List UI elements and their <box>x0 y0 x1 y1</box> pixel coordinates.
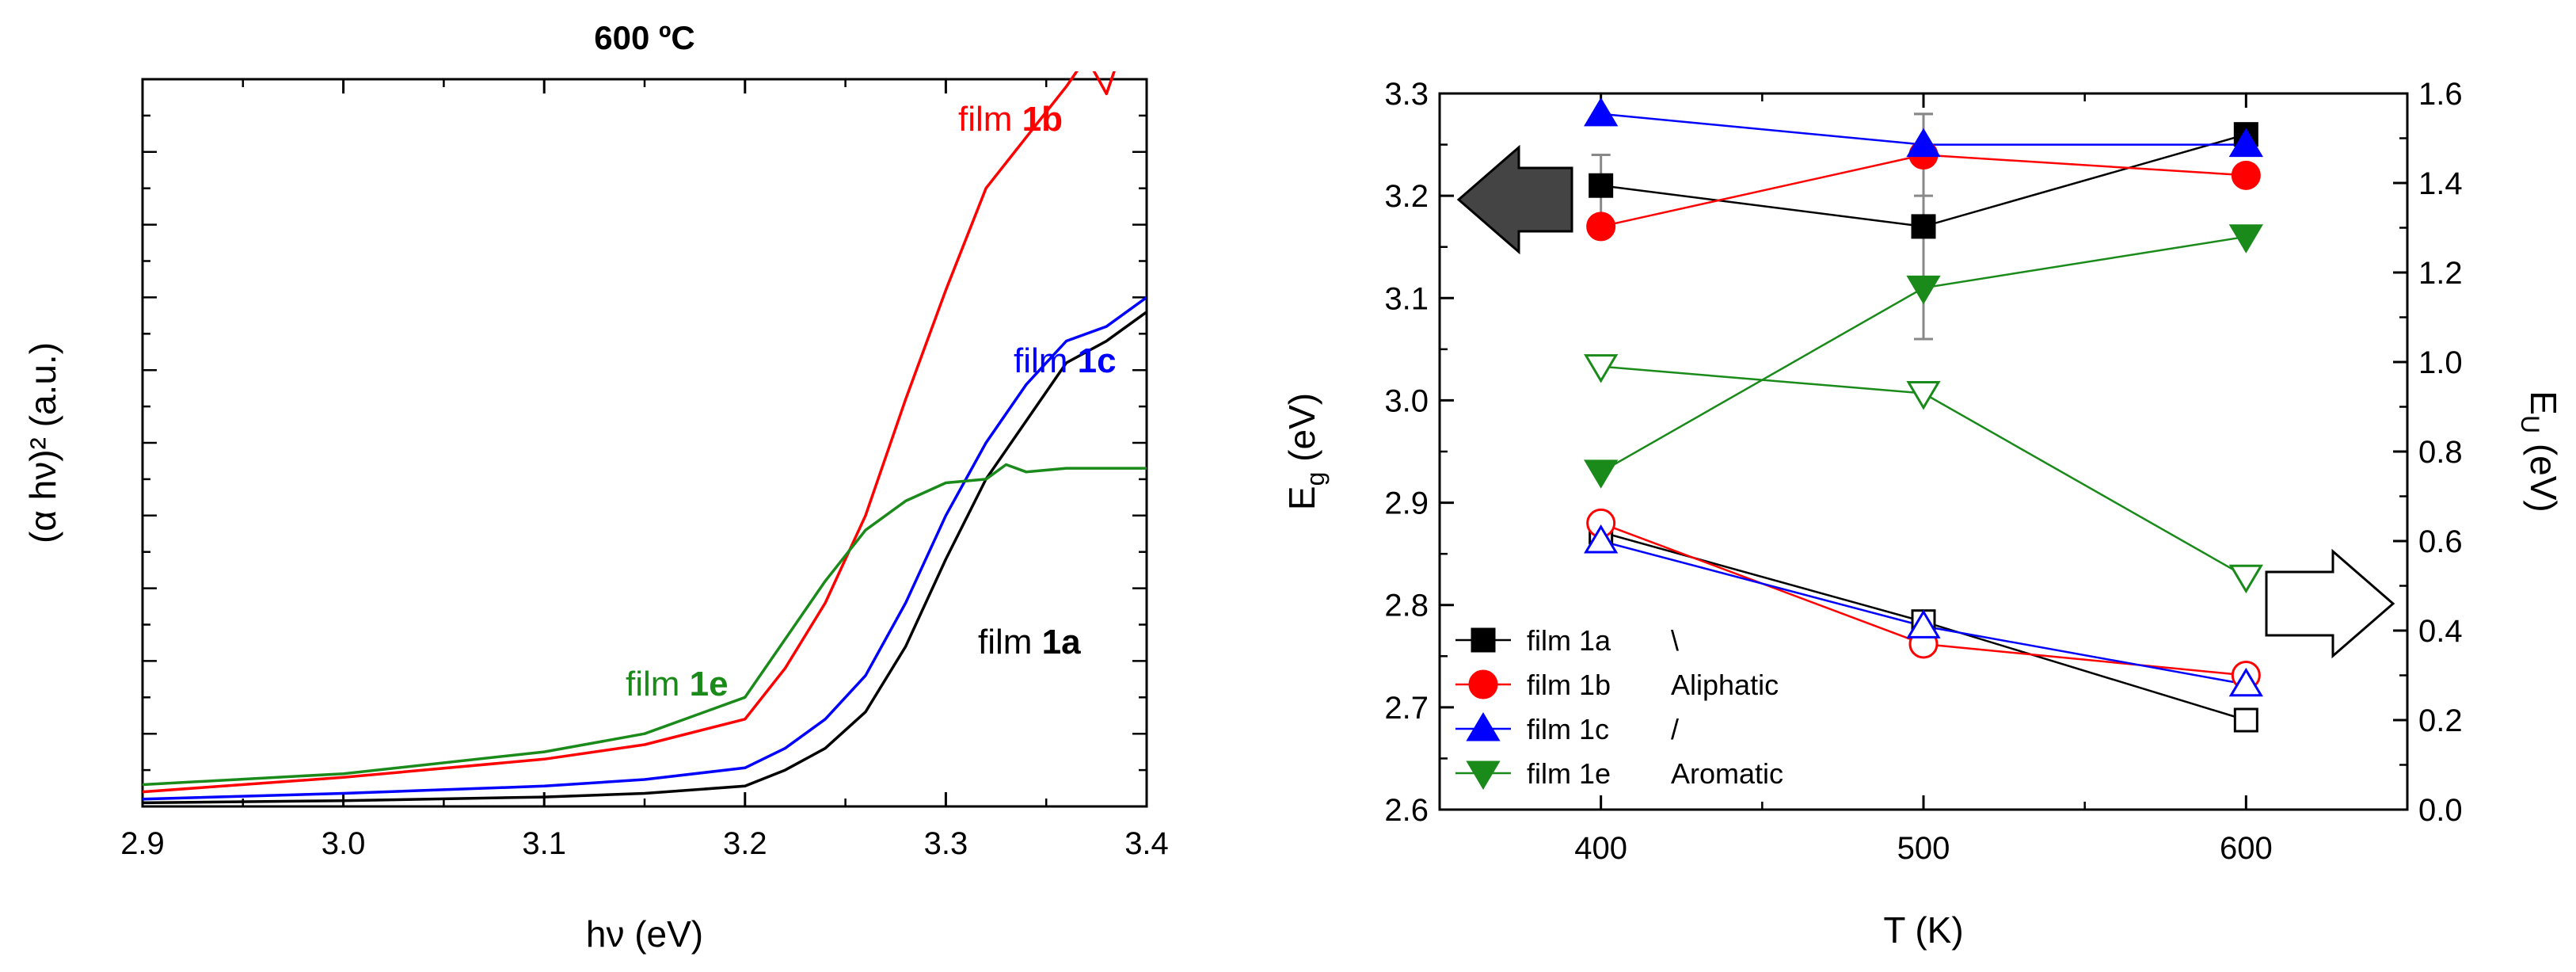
eu-point-film-1c <box>2228 667 2263 697</box>
annotation-label: film 1c <box>1014 341 1117 380</box>
legend-label: film 1c <box>1527 713 1609 745</box>
right-yright-tick-label: 1.2 <box>2418 256 2463 291</box>
right-yright-tick-label: 1.4 <box>2418 166 2463 201</box>
left-chart: 2.9 3.0 3.1 3.2 3.3 3.4 600 ºC hν (eV) (α hν)² (… <box>22 19 1169 955</box>
eu-symbol: E <box>2523 391 2564 415</box>
right-yleft-tick-label: 2.8 <box>1384 589 1429 623</box>
annotation-prefix: film <box>978 623 1042 661</box>
right-x-tick-label: 500 <box>1897 831 1950 866</box>
eu-subscript: U <box>2516 415 2544 433</box>
legend-note: / <box>1671 713 1679 745</box>
right-yleft-axis-title: Eg (eV) <box>1281 393 1330 510</box>
series-line-film-1a <box>143 311 1147 805</box>
series-line-film-1e <box>143 463 1147 787</box>
eg-symbol: E <box>1281 486 1322 510</box>
eg-point-film-1e <box>1584 459 1619 489</box>
series-line-film-1c <box>143 295 1147 801</box>
arrow-left-icon <box>1456 144 1573 255</box>
legend-label: film 1e <box>1527 757 1611 790</box>
eg-point-film-1a <box>1911 214 1936 239</box>
eu-point-film-1e <box>2228 564 2263 594</box>
right-yleft-tick-label: 2.9 <box>1384 486 1429 521</box>
left-x-tick-label: 3.3 <box>924 826 968 861</box>
legend-label: film 1a <box>1527 624 1611 657</box>
right-yleft-tick-label: 3.0 <box>1384 383 1429 418</box>
left-x-tick-label: 3.0 <box>322 826 366 861</box>
right-yleft-tick-label: 3.1 <box>1384 281 1429 316</box>
legend-marker <box>1466 712 1501 741</box>
annotation-label: film 1e <box>626 665 729 703</box>
eg-point-film-1a <box>1589 173 1614 198</box>
right-yright-tick-label: 1.0 <box>2418 345 2463 380</box>
right-yleft-tick-label: 2.6 <box>1384 793 1429 828</box>
annotation-label: film 1b <box>958 100 1063 139</box>
left-chart-title: 600 ºC <box>594 19 694 56</box>
eg-subscript: g <box>1301 472 1330 486</box>
right-yleft-tick-label: 3.2 <box>1384 179 1429 214</box>
annotation-label: film 1a <box>978 623 1081 661</box>
legend-label: film 1b <box>1527 669 1611 701</box>
legend-marker <box>1468 669 1498 699</box>
legend-note: \ <box>1671 624 1679 657</box>
right-chart: 400 500 600 2.6 2.7 2.8 2.9 3.0 3.1 3.2 3.3 0.0 0.2 0… <box>1281 77 2564 951</box>
right-yright-tick-label: 0.2 <box>2418 703 2463 738</box>
right-yleft-tick-label: 3.3 <box>1384 77 1429 112</box>
right-yright-tick-label: 0.6 <box>2418 524 2463 559</box>
eg-point-film-1c <box>2228 128 2263 158</box>
eu-unit: (eV) <box>2523 433 2564 513</box>
arrow-right-icon <box>2265 548 2395 659</box>
eu-point-film-1c <box>1584 524 1619 554</box>
right-x-axis-title: T (K) <box>1883 909 1963 951</box>
eg-point-film-1c <box>1584 97 1619 127</box>
series-line-film-1b <box>143 71 1116 794</box>
eu-point-film-1c <box>1906 609 1941 638</box>
eg-point-film-1b <box>1586 212 1616 242</box>
annotation-prefix: film <box>1014 341 1078 380</box>
legend-note: Aliphatic <box>1671 669 1779 701</box>
legend-marker <box>1466 760 1501 790</box>
annotation-prefix: film <box>958 100 1022 139</box>
right-yright-tick-label: 0.4 <box>2418 614 2463 649</box>
eg-point-film-1e <box>2228 224 2263 253</box>
annotation-bold: 1c <box>1078 341 1117 380</box>
eu-point-film-1e <box>1906 381 1941 410</box>
eg-point-film-1b <box>2231 160 2261 190</box>
eg-point-film-1e <box>1906 275 1941 305</box>
right-x-tick-label: 400 <box>1574 831 1627 866</box>
left-x-tick-label: 3.4 <box>1124 826 1169 861</box>
annotation-bold: 1e <box>690 665 729 703</box>
eg-unit: (eV) <box>1281 393 1322 472</box>
left-series-group <box>143 71 1147 805</box>
left-y-axis-title: (α hν)² (a.u.) <box>22 342 63 543</box>
right-yright-axis-title: EU (eV) <box>2516 391 2564 512</box>
annotation-bold: 1a <box>1042 623 1081 661</box>
left-x-tick-label: 2.9 <box>120 826 165 861</box>
right-yleft-tick-label: 2.7 <box>1384 691 1429 726</box>
right-x-tick-label: 600 <box>2220 831 2273 866</box>
left-x-axis-title: hν (eV) <box>586 913 703 955</box>
legend-note: Aromatic <box>1671 757 1783 790</box>
left-x-tick-label: 3.2 <box>723 826 767 861</box>
eg-point-film-1c <box>1906 128 1941 158</box>
eu-point-film-1e <box>1584 354 1619 383</box>
annotation-bold: 1b <box>1022 100 1063 139</box>
right-yright-tick-label: 0.8 <box>2418 435 2463 470</box>
right-yright-tick-label: 0.0 <box>2418 793 2463 828</box>
right-yright-tick-label: 1.6 <box>2418 77 2463 112</box>
eu-point-film-1a <box>2233 707 2258 733</box>
legend-marker <box>1471 627 1496 653</box>
left-x-tick-label: 3.1 <box>522 826 566 861</box>
annotation-prefix: film <box>626 665 690 703</box>
